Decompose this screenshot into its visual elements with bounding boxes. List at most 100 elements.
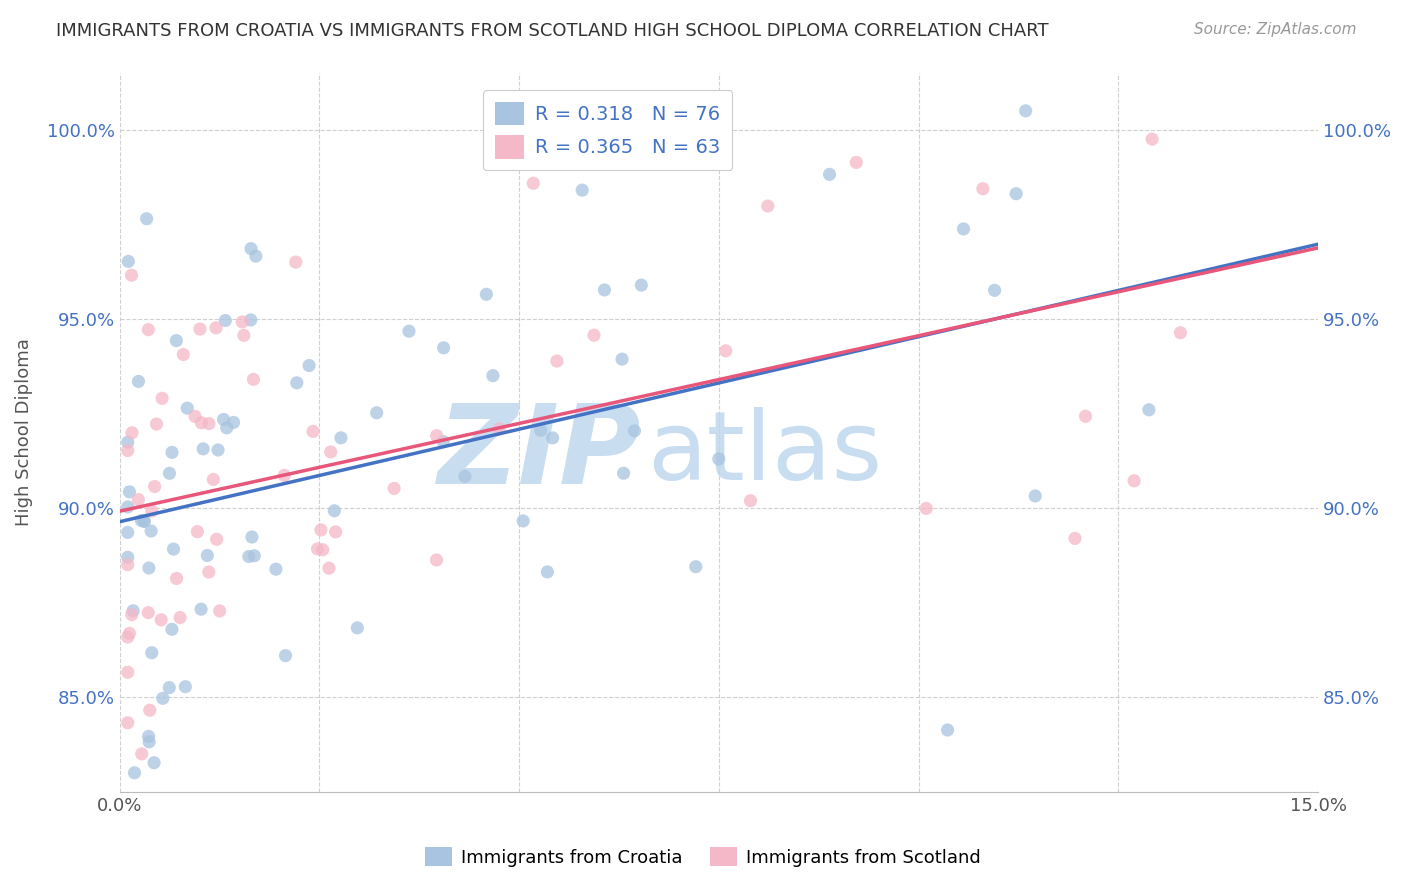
- Point: [212, 412, 235, 426]
- Point: [117, 525, 139, 540]
- Point: [488, 422, 510, 436]
- Point: [952, 222, 974, 236]
- Point: [398, 324, 420, 338]
- Point: [121, 425, 143, 440]
- Point: [190, 602, 212, 616]
- Point: [205, 533, 228, 547]
- Point: [707, 452, 730, 467]
- Point: [302, 425, 325, 439]
- Point: [323, 504, 346, 518]
- Point: [284, 255, 307, 269]
- Point: [382, 482, 405, 496]
- Point: [1123, 474, 1146, 488]
- Point: [298, 359, 321, 373]
- Point: [186, 524, 208, 539]
- Point: [482, 368, 505, 383]
- Point: [184, 409, 207, 424]
- Point: [630, 278, 652, 293]
- Point: [366, 406, 388, 420]
- Point: [571, 183, 593, 197]
- Point: [166, 572, 188, 586]
- Point: [522, 176, 544, 190]
- Point: [141, 504, 163, 518]
- Point: [475, 287, 498, 301]
- Point: [245, 249, 267, 263]
- Point: [198, 565, 221, 579]
- Point: [165, 334, 187, 348]
- Point: [1014, 103, 1036, 118]
- Point: [346, 621, 368, 635]
- Point: [318, 561, 340, 575]
- Point: [312, 542, 335, 557]
- Point: [118, 484, 141, 499]
- Text: ZIP: ZIP: [437, 401, 641, 508]
- Point: [138, 730, 160, 744]
- Point: [239, 313, 262, 327]
- Point: [122, 604, 145, 618]
- Point: [1140, 132, 1163, 146]
- Point: [117, 443, 139, 458]
- Point: [530, 423, 553, 437]
- Point: [117, 630, 139, 644]
- Point: [195, 549, 218, 563]
- Point: [232, 328, 254, 343]
- Point: [160, 623, 183, 637]
- Point: [432, 434, 454, 449]
- Point: [131, 747, 153, 761]
- Point: [207, 442, 229, 457]
- Point: [319, 445, 342, 459]
- Point: [152, 691, 174, 706]
- Point: [264, 562, 287, 576]
- Point: [159, 467, 181, 481]
- Point: [134, 514, 156, 528]
- Point: [150, 613, 173, 627]
- Point: [118, 626, 141, 640]
- Point: [1064, 532, 1087, 546]
- Point: [169, 610, 191, 624]
- Point: [222, 416, 245, 430]
- Point: [273, 468, 295, 483]
- Point: [215, 421, 238, 435]
- Point: [240, 242, 263, 256]
- Point: [756, 199, 779, 213]
- Point: [205, 321, 228, 335]
- Point: [541, 431, 564, 445]
- Point: [136, 323, 159, 337]
- Point: [198, 417, 221, 431]
- Point: [162, 542, 184, 557]
- Point: [157, 681, 180, 695]
- Legend: Immigrants from Croatia, Immigrants from Scotland: Immigrants from Croatia, Immigrants from…: [418, 840, 988, 874]
- Point: [1170, 326, 1192, 340]
- Point: [134, 514, 156, 528]
- Point: [425, 553, 447, 567]
- Point: [1005, 186, 1028, 201]
- Point: [426, 428, 449, 442]
- Point: [117, 254, 139, 268]
- Text: Source: ZipAtlas.com: Source: ZipAtlas.com: [1194, 22, 1357, 37]
- Point: [668, 103, 690, 118]
- Point: [127, 492, 149, 507]
- Point: [593, 283, 616, 297]
- Point: [131, 514, 153, 528]
- Point: [150, 392, 173, 406]
- Point: [325, 524, 347, 539]
- Point: [202, 473, 225, 487]
- Y-axis label: High School Diploma: High School Diploma: [15, 338, 32, 526]
- Point: [117, 715, 139, 730]
- Point: [190, 416, 212, 430]
- Point: [143, 756, 166, 770]
- Legend: R = 0.318   N = 76, R = 0.365   N = 63: R = 0.318 N = 76, R = 0.365 N = 63: [484, 90, 733, 170]
- Point: [613, 467, 636, 481]
- Point: [685, 559, 707, 574]
- Point: [240, 530, 263, 544]
- Point: [117, 435, 139, 450]
- Point: [127, 375, 149, 389]
- Point: [139, 524, 162, 538]
- Point: [983, 283, 1005, 297]
- Point: [121, 268, 143, 283]
- Point: [972, 182, 994, 196]
- Point: [176, 401, 198, 416]
- Text: atlas: atlas: [647, 408, 882, 500]
- Point: [243, 549, 266, 563]
- Point: [915, 501, 938, 516]
